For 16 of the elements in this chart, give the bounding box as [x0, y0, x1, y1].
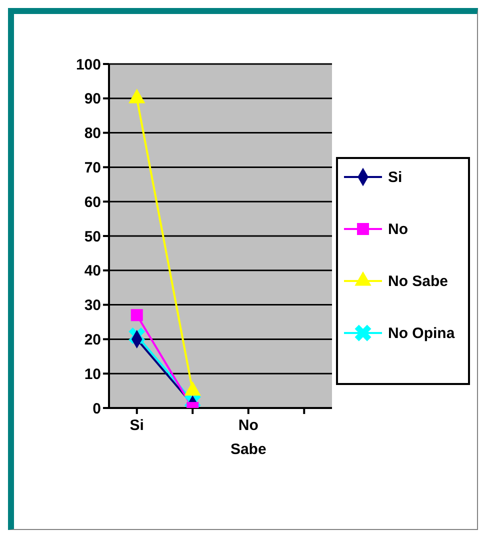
- legend-label: No Sabe: [388, 272, 450, 292]
- y-tick-label: 40: [84, 262, 101, 280]
- legend-label: No: [388, 220, 409, 240]
- y-tick-label: 100: [76, 56, 101, 74]
- y-tick-label: 10: [84, 366, 101, 383]
- y-tick-label: 20: [84, 332, 101, 349]
- y-tick-label: 30: [84, 297, 101, 314]
- legend-label: Si: [388, 168, 404, 188]
- y-tick-label: 80: [84, 125, 101, 142]
- y-tick-label: 60: [84, 194, 101, 211]
- y-tick-label: 70: [84, 160, 101, 177]
- y-tick-label: 0: [92, 400, 101, 418]
- y-tick-label: 90: [84, 90, 101, 108]
- legend-label: No Opina: [388, 324, 456, 344]
- point: [130, 309, 143, 322]
- y-tick-label: 50: [84, 228, 101, 246]
